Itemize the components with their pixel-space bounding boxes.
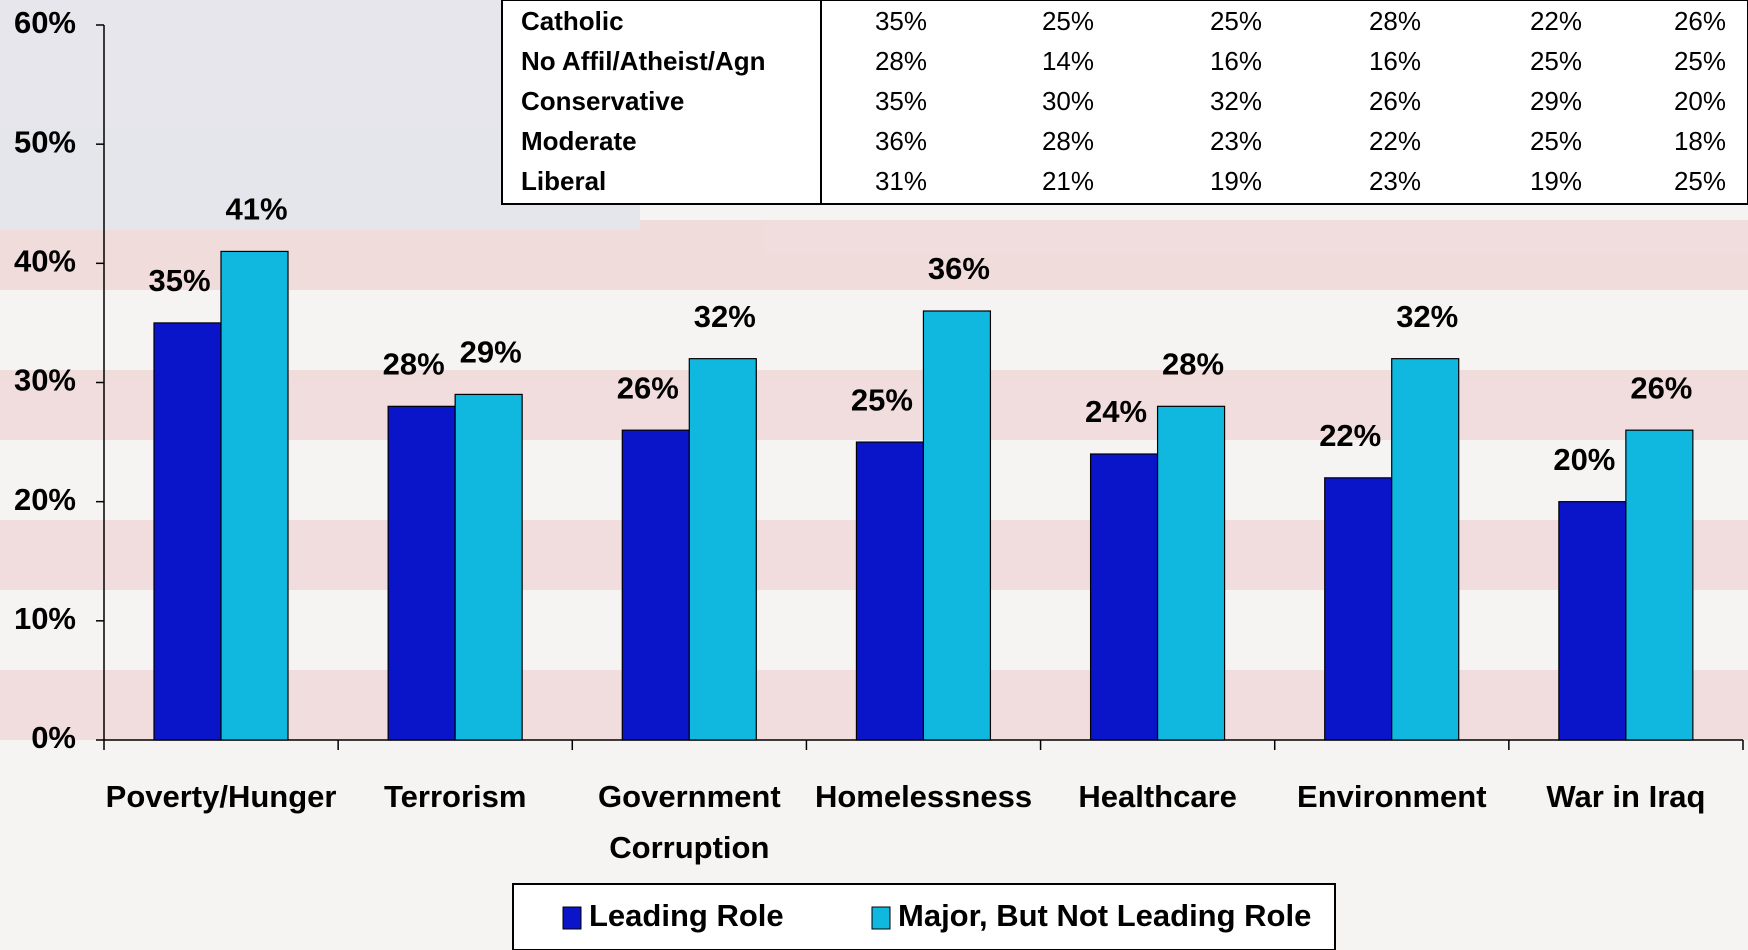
bar [220,250,289,741]
bar [1625,429,1694,741]
table-cell: 19% [1530,166,1582,196]
y-tick-label: 30% [14,363,76,398]
value-label: 35% [148,263,210,298]
table-cell: 16% [1369,46,1421,76]
table-cell: 25% [1674,46,1726,76]
table-box [501,0,1748,205]
bar [153,322,222,741]
bar [922,310,992,741]
table-cell: 18% [1674,126,1726,156]
table-cell: 21% [1042,166,1094,196]
x-tick-label: Environment [1297,779,1486,814]
x-tick-label: Government Corruption [598,779,781,865]
value-label: 25% [851,382,913,417]
table-cell: 28% [1042,126,1094,156]
value-label: 41% [225,192,287,227]
legend-swatch [871,906,891,930]
table-cell: 35% [875,86,927,116]
table-cell: 14% [1042,46,1094,76]
y-tick-label: 60% [14,5,76,40]
value-label: 28% [1162,347,1224,382]
y-tick-label: 20% [14,482,76,517]
table-cell: 35% [875,6,927,36]
value-label: 29% [460,335,522,370]
y-tick-label: 40% [14,244,76,279]
legend-label: Leading Role [589,898,784,933]
y-tick-label: 10% [14,601,76,636]
table-row-label: Moderate [521,126,637,156]
x-tick-label: War in Iraq [1546,779,1705,814]
legend-label: Major, But Not Leading Role [898,898,1311,933]
table-cell: 25% [1674,166,1726,196]
value-label: 26% [617,370,679,405]
table-cell: 36% [875,126,927,156]
table-cell: 31% [875,166,927,196]
table-cell: 29% [1530,86,1582,116]
table-cell: 22% [1530,6,1582,36]
bar [855,441,925,741]
value-label: 36% [928,251,990,286]
table-cell: 25% [1210,6,1262,36]
bar [1391,358,1460,741]
table-row-label: Catholic [521,6,624,36]
bar [1156,405,1226,741]
table-cell: 25% [1530,126,1582,156]
table-cell: 25% [1042,6,1094,36]
bar [621,429,690,741]
value-label: 28% [383,347,445,382]
bar [1558,501,1627,741]
table-cell: 26% [1674,6,1726,36]
bar [1089,453,1159,741]
legend-swatch [562,906,582,930]
bar [1324,477,1393,741]
y-tick-label: 0% [31,720,76,755]
table-cell: 23% [1369,166,1421,196]
legend-box [512,883,1336,950]
value-label: 26% [1630,370,1692,405]
y-tick-label: 50% [14,124,76,159]
bar [387,405,456,741]
bar [454,393,523,741]
table-row-label: Conservative [521,86,684,116]
x-tick-label: Poverty/Hunger [106,779,337,814]
x-tick-label: Homelessness [815,779,1032,814]
table-cell: 16% [1210,46,1262,76]
value-label: 20% [1553,442,1615,477]
table-row-label: No Affil/Atheist/Agn [521,46,766,76]
x-tick-label: Terrorism [384,779,526,814]
table-cell: 25% [1530,46,1582,76]
table-cell: 23% [1210,126,1262,156]
table-cell: 28% [1369,6,1421,36]
value-label: 32% [694,299,756,334]
table-cell: 30% [1042,86,1094,116]
table-cell: 19% [1210,166,1262,196]
table-cell: 20% [1674,86,1726,116]
x-tick-label: Healthcare [1078,779,1237,814]
value-label: 32% [1396,299,1458,334]
value-label: 24% [1085,394,1147,429]
value-label: 22% [1319,418,1381,453]
table-cell: 32% [1210,86,1262,116]
table-row-label: Liberal [521,166,606,196]
bar [688,358,757,741]
table-cell: 26% [1369,86,1421,116]
table-cell: 22% [1369,126,1421,156]
table-cell: 28% [875,46,927,76]
